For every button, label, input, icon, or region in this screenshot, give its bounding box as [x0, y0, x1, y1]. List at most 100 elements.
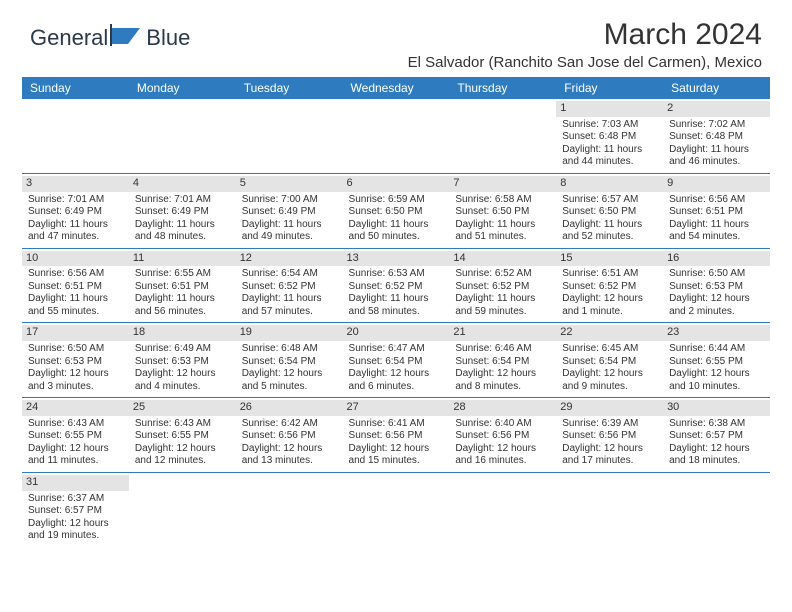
sunset-text: Sunset: 6:52 PM — [349, 281, 444, 294]
day-number: 31 — [22, 475, 129, 491]
daylight-text: Daylight: 11 hours and 50 minutes. — [349, 219, 444, 244]
sunrise-text: Sunrise: 6:45 AM — [562, 343, 657, 356]
sunrise-text: Sunrise: 7:01 AM — [135, 194, 230, 207]
calendar-day: 26Sunrise: 6:42 AMSunset: 6:56 PMDayligh… — [236, 398, 343, 473]
daylight-text: Daylight: 12 hours and 18 minutes. — [669, 443, 764, 468]
sunset-text: Sunset: 6:51 PM — [28, 281, 123, 294]
daylight-text: Daylight: 11 hours and 58 minutes. — [349, 293, 444, 318]
sunset-text: Sunset: 6:53 PM — [28, 356, 123, 369]
sunrise-text: Sunrise: 6:39 AM — [562, 418, 657, 431]
sunrise-text: Sunrise: 6:42 AM — [242, 418, 337, 431]
calendar-day: 10Sunrise: 6:56 AMSunset: 6:51 PMDayligh… — [22, 248, 129, 323]
title-block: March 2024 El Salvador (Ranchito San Jos… — [408, 18, 762, 71]
day-header: Monday — [129, 77, 236, 99]
day-number: 7 — [449, 176, 556, 192]
sunrise-text: Sunrise: 6:57 AM — [562, 194, 657, 207]
calendar-day — [22, 99, 129, 173]
day-header: Saturday — [663, 77, 770, 99]
day-number: 3 — [22, 176, 129, 192]
sunset-text: Sunset: 6:48 PM — [669, 131, 764, 144]
daylight-text: Daylight: 12 hours and 11 minutes. — [28, 443, 123, 468]
location-subtitle: El Salvador (Ranchito San Jose del Carme… — [408, 54, 762, 71]
daylight-text: Daylight: 12 hours and 12 minutes. — [135, 443, 230, 468]
calendar-day: 1Sunrise: 7:03 AMSunset: 6:48 PMDaylight… — [556, 99, 663, 173]
calendar-day: 18Sunrise: 6:49 AMSunset: 6:53 PMDayligh… — [129, 323, 236, 398]
sunrise-text: Sunrise: 6:54 AM — [242, 268, 337, 281]
day-header: Thursday — [449, 77, 556, 99]
sunset-text: Sunset: 6:56 PM — [242, 430, 337, 443]
brand-logo: General Blue — [30, 18, 190, 51]
sunset-text: Sunset: 6:56 PM — [562, 430, 657, 443]
sunset-text: Sunset: 6:56 PM — [349, 430, 444, 443]
daylight-text: Daylight: 12 hours and 19 minutes. — [28, 518, 123, 543]
calendar-day — [449, 99, 556, 173]
sunrise-text: Sunrise: 7:03 AM — [562, 119, 657, 132]
day-number: 21 — [449, 325, 556, 341]
day-number: 4 — [129, 176, 236, 192]
sunrise-text: Sunrise: 6:40 AM — [455, 418, 550, 431]
sunset-text: Sunset: 6:51 PM — [669, 206, 764, 219]
day-number: 25 — [129, 400, 236, 416]
calendar-day: 25 Sunrise: 6:43 AMSunset: 6:55 PMDayligh… — [129, 398, 236, 473]
day-number: 15 — [556, 251, 663, 267]
calendar-day: 29Sunrise: 6:39 AMSunset: 6:56 PMDayligh… — [556, 398, 663, 473]
calendar-week: 17Sunrise: 6:50 AMSunset: 6:53 PMDayligh… — [22, 323, 770, 398]
day-number: 5 — [236, 176, 343, 192]
daylight-text: Daylight: 11 hours and 44 minutes. — [562, 144, 657, 169]
calendar-week: 3 Sunrise: 7:01 AM Sunset: 6:49 PM Daylight… — [22, 173, 770, 248]
sunset-text: Sunset: 6:52 PM — [562, 281, 657, 294]
sunset-text: Sunset: 6:57 PM — [28, 505, 123, 518]
daylight-text: Daylight: 12 hours and 15 minutes. — [349, 443, 444, 468]
sunset-text: Sunset: 6:55 PM — [135, 430, 230, 443]
calendar-day: 4Sunrise: 7:01 AMSunset: 6:49 PMDaylight… — [129, 173, 236, 248]
sunrise-text: Sunrise: 6:59 AM — [349, 194, 444, 207]
calendar-day: 28Sunrise: 6:40 AMSunset: 6:56 PMDayligh… — [449, 398, 556, 473]
day-number: 27 — [343, 400, 450, 416]
sunset-text: Sunset: 6:55 PM — [28, 430, 123, 443]
calendar-day: 20Sunrise: 6:47 AMSunset: 6:54 PMDayligh… — [343, 323, 450, 398]
sunrise-text: Sunrise: 6:43 AM — [28, 418, 123, 431]
calendar-day — [663, 472, 770, 546]
brand-name-2: Blue — [146, 25, 190, 51]
sunrise-text: Sunrise: 6:58 AM — [455, 194, 550, 207]
calendar-day: 14Sunrise: 6:52 AMSunset: 6:52 PMDayligh… — [449, 248, 556, 323]
sunrise-text: Sunrise: 6:50 AM — [669, 268, 764, 281]
day-header: Wednesday — [343, 77, 450, 99]
sunset-text: Sunset: 6:51 PM — [135, 281, 230, 294]
calendar-day: 22Sunrise: 6:45 AMSunset: 6:54 PMDayligh… — [556, 323, 663, 398]
sunset-text: Sunset: 6:55 PM — [669, 356, 764, 369]
calendar-week: 24Sunrise: 6:43 AMSunset: 6:55 PMDayligh… — [22, 398, 770, 473]
day-number: 6 — [343, 176, 450, 192]
sunrise-text: Sunrise: 6:46 AM — [455, 343, 550, 356]
sunset-text: Sunset: 6:57 PM — [669, 430, 764, 443]
sunset-text: Sunset: 6:54 PM — [562, 356, 657, 369]
sunset-text: Sunset: 6:53 PM — [135, 356, 230, 369]
day-number: 1 — [556, 101, 663, 117]
sunset-text: Sunset: 6:49 PM — [242, 206, 337, 219]
sunrise-text: Sunrise: 6:43 AM — [135, 418, 230, 431]
day-number: 14 — [449, 251, 556, 267]
day-number: 19 — [236, 325, 343, 341]
calendar-week: 31Sunrise: 6:37 AMSunset: 6:57 PMDayligh… — [22, 472, 770, 546]
day-number: 23 — [663, 325, 770, 341]
day-number: 18 — [129, 325, 236, 341]
day-number: 20 — [343, 325, 450, 341]
sunrise-text: Sunrise: 7:00 AM — [242, 194, 337, 207]
calendar-body: 1 Sunrise: 7:03 AM Sunset: 6:48 PM Daylight… — [22, 99, 770, 547]
calendar-day: 23Sunrise: 6:44 AMSunset: 6:55 PMDayligh… — [663, 323, 770, 398]
calendar-day: 2Sunrise: 7:02 AMSunset: 6:48 PMDaylight… — [663, 99, 770, 173]
sunrise-text: Sunrise: 6:41 AM — [349, 418, 444, 431]
calendar-week: 1 Sunrise: 7:03 AM Sunset: 6:48 PM Daylight… — [22, 99, 770, 173]
calendar-day: 3Sunrise: 7:01 AMSunset: 6:49 PMDaylight… — [22, 173, 129, 248]
day-number: 17 — [22, 325, 129, 341]
sunrise-text: Sunrise: 6:44 AM — [669, 343, 764, 356]
sunrise-text: Sunrise: 7:01 AM — [28, 194, 123, 207]
day-number: 22 — [556, 325, 663, 341]
sunset-text: Sunset: 6:50 PM — [562, 206, 657, 219]
calendar-day: 9Sunrise: 6:56 AMSunset: 6:51 PMDaylight… — [663, 173, 770, 248]
day-number: 11 — [129, 251, 236, 267]
daylight-text: Daylight: 11 hours and 47 minutes. — [28, 219, 123, 244]
day-header-row: SundayMondayTuesdayWednesdayThursdayFrid… — [22, 77, 770, 99]
sunset-text: Sunset: 6:54 PM — [455, 356, 550, 369]
day-number: 13 — [343, 251, 450, 267]
